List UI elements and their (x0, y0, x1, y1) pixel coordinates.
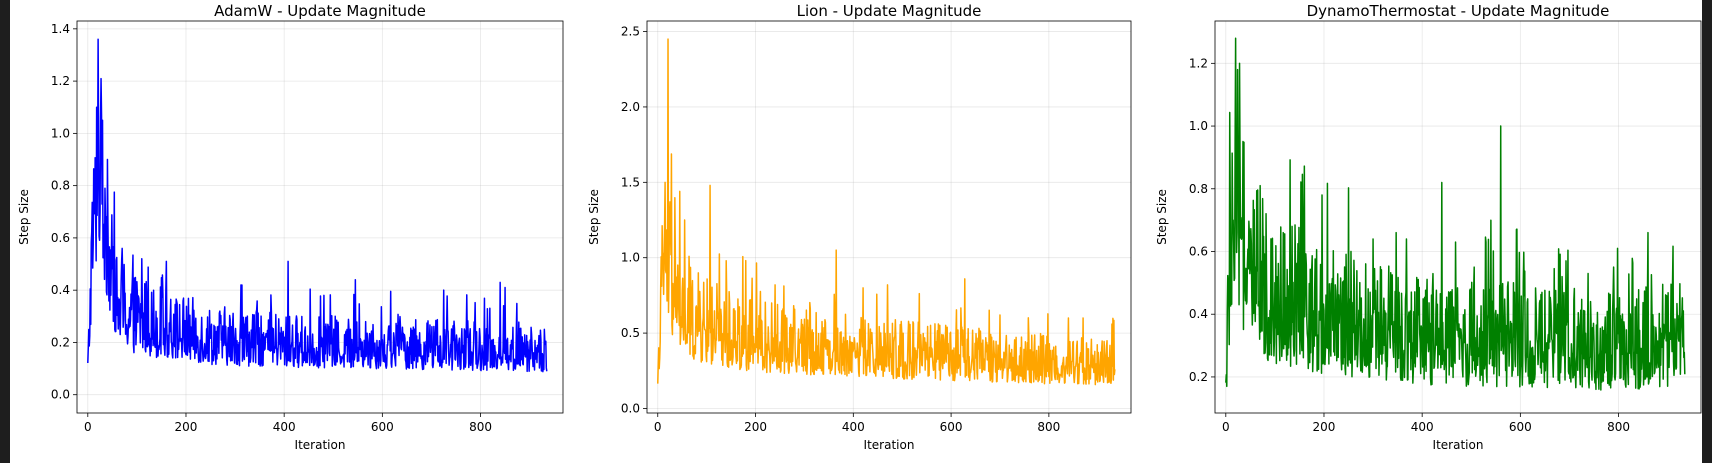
x-tick-label: 600 (940, 420, 963, 434)
y-tick-label: 0.2 (51, 335, 70, 349)
x-axis-label: Iteration (864, 438, 915, 452)
y-tick-label: 0.4 (1189, 307, 1208, 321)
figure: AdamW - Update Magnitude 0 200 400 600 800 0.0… (10, 0, 1702, 463)
y-tick-label: 1.4 (51, 22, 70, 36)
chart-title: DynamoThermostat - Update Magnitude (1307, 2, 1610, 20)
x-tick-label: 200 (175, 420, 198, 434)
series-line (87, 38, 548, 373)
y-tick-label: 0.8 (51, 179, 70, 193)
y-tick-label: 1.2 (51, 74, 70, 88)
y-tick-label: 0.6 (51, 231, 70, 245)
x-axis-label: Iteration (1433, 438, 1484, 452)
series-line (1225, 37, 1686, 391)
y-tick-label: 1.0 (1189, 119, 1208, 133)
chart-title: Lion - Update Magnitude (797, 2, 982, 20)
y-tick-label: 2.5 (621, 25, 640, 39)
x-tick-label: 200 (744, 420, 767, 434)
subplot-2: Lion - Update Magnitude 0 200 400 600 800 0.0 0… (587, 2, 1132, 452)
subplot-1: AdamW - Update Magnitude 0 200 400 600 800 0.0… (17, 2, 564, 452)
x-tick-label: 0 (1222, 420, 1230, 434)
chart-title: AdamW - Update Magnitude (214, 2, 426, 20)
subplot-3: DynamoThermostat - Update Magnitude 0 200 4… (1155, 2, 1702, 452)
plot-frame (1214, 20, 1702, 414)
y-tick-label: 1.0 (621, 251, 640, 265)
x-tick-label: 400 (273, 420, 296, 434)
y-axis-label: Step Size (17, 189, 31, 245)
y-tick-label: 0.0 (51, 388, 70, 402)
plot-frame (646, 20, 1132, 414)
y-tick-label: 0.6 (1189, 244, 1208, 258)
y-tick-label: 0.8 (1189, 182, 1208, 196)
x-tick-label: 400 (842, 420, 865, 434)
x-tick-label: 200 (1313, 420, 1336, 434)
x-tick-label: 800 (1037, 420, 1060, 434)
x-tick-label: 0 (84, 420, 92, 434)
x-axis-label: Iteration (295, 438, 346, 452)
y-tick-label: 1.0 (51, 126, 70, 140)
x-tick-label: 400 (1411, 420, 1434, 434)
y-tick-label: 0.0 (621, 401, 640, 415)
y-tick-label: 0.5 (621, 326, 640, 340)
y-tick-label: 1.5 (621, 175, 640, 189)
x-tick-label: 800 (1607, 420, 1630, 434)
y-tick-label: 2.0 (621, 100, 640, 114)
x-tick-label: 0 (654, 420, 662, 434)
x-tick-label: 600 (371, 420, 394, 434)
y-axis-label: Step Size (1155, 189, 1169, 245)
series-line (657, 38, 1116, 386)
y-tick-label: 0.4 (51, 283, 70, 297)
y-tick-label: 0.2 (1189, 370, 1208, 384)
plot-frame (76, 20, 564, 414)
x-tick-label: 800 (469, 420, 492, 434)
y-axis-label: Step Size (587, 189, 601, 245)
x-tick-label: 600 (1509, 420, 1532, 434)
y-tick-label: 1.2 (1189, 56, 1208, 70)
figure-canvas: AdamW - Update Magnitude 0 200 400 600 800 0.0… (17, 2, 1702, 452)
